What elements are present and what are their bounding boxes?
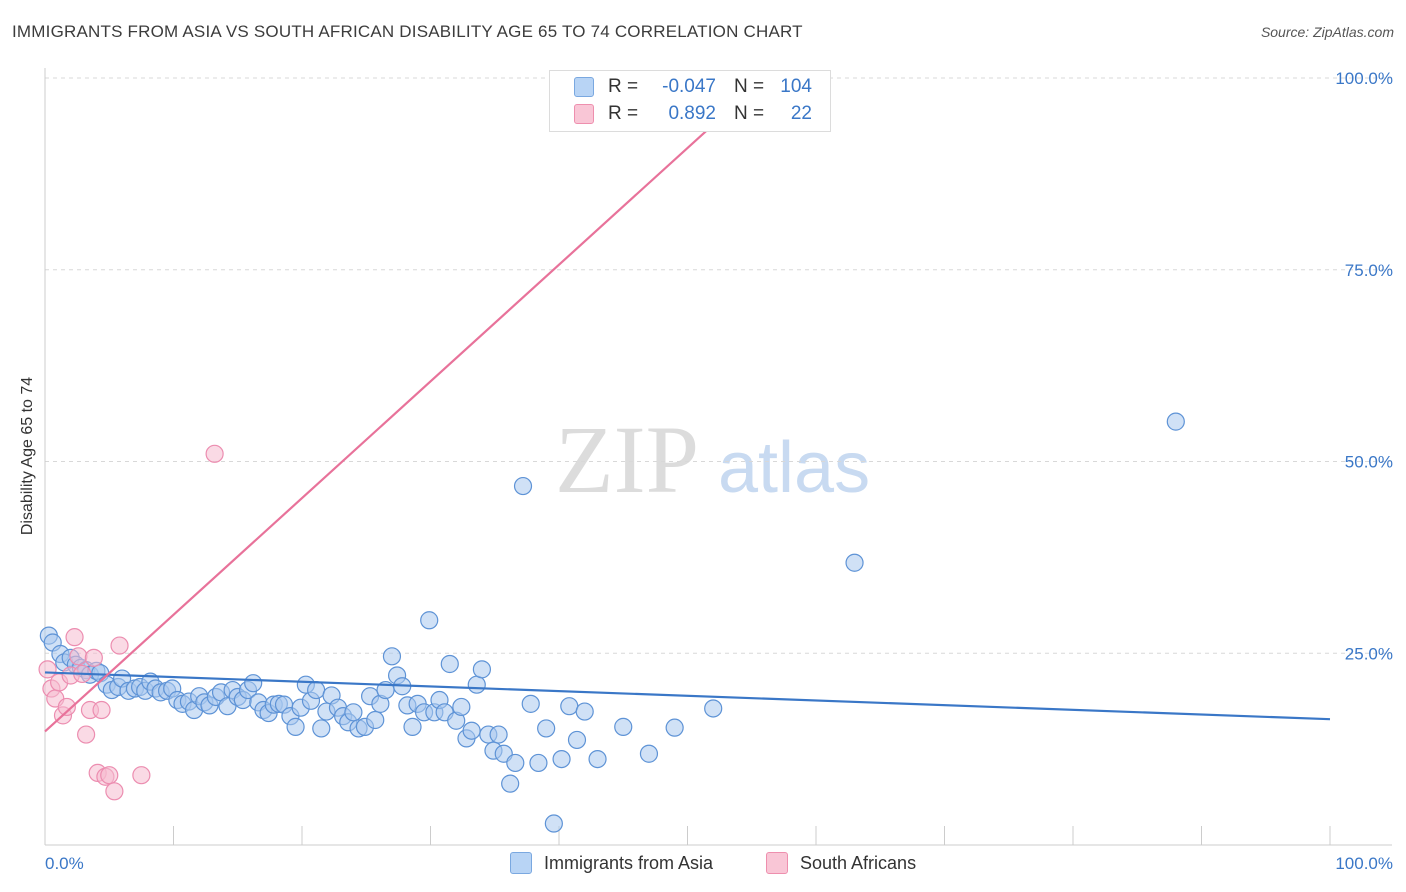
y-tick-label-25: 25.0% xyxy=(1345,644,1393,663)
watermark-zip: ZIP xyxy=(555,406,699,513)
data-point-asia-87 xyxy=(506,753,525,773)
data-point-asia-102 xyxy=(845,553,864,572)
legend-r-label: R = xyxy=(608,103,639,124)
series-legend: Immigrants from Asia South Africans xyxy=(0,852,1406,878)
legend-r-label: R = xyxy=(608,76,639,97)
data-point-asia-96 xyxy=(575,702,594,721)
y-tick-label-50: 50.0% xyxy=(1345,453,1393,472)
y-tick-label-100: 100.0% xyxy=(1335,69,1393,88)
legend-r-value-asia: -0.047 xyxy=(662,76,716,97)
data-point-asia-84 xyxy=(489,725,508,744)
watermark-atlas: atlas xyxy=(718,428,870,508)
stats-legend: R = -0.047 N = 104 R = 0.892 N = 22 xyxy=(549,70,831,132)
legend-row-asia: R = -0.047 N = 104 xyxy=(574,75,812,99)
data-point-asia-89 xyxy=(521,694,540,713)
data-point-asia-98 xyxy=(614,717,633,736)
data-point-asia-77 xyxy=(452,697,471,717)
data-point-south-africans-17 xyxy=(105,782,124,801)
data-point-south-africans-7 xyxy=(65,628,84,647)
chart-title: IMMIGRANTS FROM ASIA VS SOUTH AFRICAN DI… xyxy=(12,22,803,41)
data-point-asia-38 xyxy=(244,674,263,693)
data-point-asia-46 xyxy=(286,717,305,736)
data-point-asia-92 xyxy=(544,814,563,833)
series-swatch-south-africans xyxy=(766,852,788,874)
gridlines xyxy=(45,77,1392,654)
data-point-asia-99 xyxy=(639,744,659,763)
series-legend-asia[interactable]: Immigrants from Asia xyxy=(510,852,713,874)
data-point-asia-80 xyxy=(467,675,486,694)
series-swatch-asia xyxy=(510,852,532,874)
data-point-asia-90 xyxy=(529,753,548,773)
data-point-south-africans-5 xyxy=(57,697,76,717)
source-label: Source: ZipAtlas.com xyxy=(1260,24,1394,40)
tick-labels: 25.0% 50.0% 75.0% 100.0% 0.0% 100.0% xyxy=(45,69,1393,873)
data-point-asia-97 xyxy=(588,749,607,769)
data-point-south-africans-16 xyxy=(100,766,119,785)
data-point-asia-86 xyxy=(501,774,520,793)
data-point-asia-94 xyxy=(560,697,579,716)
x-tick-label-max: 100.0% xyxy=(1335,854,1393,873)
trend-lines xyxy=(44,77,1331,733)
data-point-south-africans-18 xyxy=(110,636,129,655)
legend-n-value-south-africans: 22 xyxy=(790,103,812,124)
trend-line-south-africans xyxy=(44,77,766,733)
data-points xyxy=(38,75,1185,833)
legend-n-label: N = xyxy=(734,76,765,97)
data-point-asia-64 xyxy=(382,647,402,666)
data-point-asia-61 xyxy=(366,710,385,730)
data-point-south-africans-10 xyxy=(77,725,96,744)
legend-swatch-asia xyxy=(574,77,594,97)
data-point-asia-79 xyxy=(462,721,481,740)
data-point-asia-57 xyxy=(344,703,363,722)
series-legend-south-africans[interactable]: South Africans xyxy=(766,852,916,874)
legend-n-value-asia: 104 xyxy=(780,76,812,97)
data-point-asia-95 xyxy=(567,730,587,750)
x-tick-label-min: 0.0% xyxy=(45,854,84,873)
data-point-asia-88 xyxy=(513,476,533,496)
data-point-asia-91 xyxy=(537,719,556,738)
data-point-south-africans-14 xyxy=(92,700,111,720)
series-label-asia: Immigrants from Asia xyxy=(544,852,714,873)
data-point-south-africans-19 xyxy=(132,766,151,785)
legend-n-label: N = xyxy=(734,103,765,124)
data-point-asia-100 xyxy=(665,718,684,737)
trend-line-asia xyxy=(44,671,1331,721)
data-point-asia-50 xyxy=(307,680,326,700)
data-point-asia-103 xyxy=(1166,412,1185,431)
legend-swatch-south-africans xyxy=(574,104,594,124)
data-point-asia-101 xyxy=(704,699,723,718)
legend-r-value-south-africans: 0.892 xyxy=(668,103,716,124)
data-point-asia-51 xyxy=(312,719,331,738)
data-point-south-africans-8 xyxy=(69,647,88,666)
data-point-asia-81 xyxy=(472,660,491,679)
data-point-south-africans-20 xyxy=(205,444,224,463)
data-point-asia-68 xyxy=(403,717,422,736)
legend-row-south-africans: R = 0.892 N = 22 xyxy=(574,102,812,126)
y-tick-label-75: 75.0% xyxy=(1345,261,1393,280)
data-point-asia-93 xyxy=(552,749,571,769)
data-point-south-africans-12 xyxy=(84,648,103,667)
data-point-asia-71 xyxy=(420,611,439,630)
data-point-asia-75 xyxy=(440,654,459,674)
series-label-south-africans: South Africans xyxy=(800,852,917,873)
